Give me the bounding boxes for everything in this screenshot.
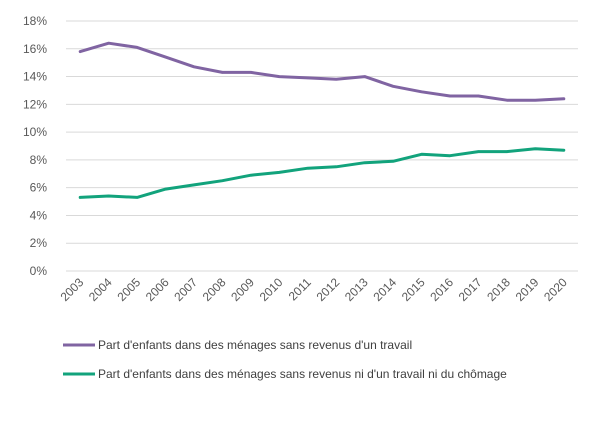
data-point	[448, 154, 452, 157]
data-point	[249, 173, 253, 177]
series-lines	[78, 41, 566, 199]
x-tick-label: 2010	[257, 275, 286, 304]
x-tick-label: 2012	[314, 275, 343, 304]
y-tick-label: 2%	[30, 236, 48, 250]
data-point	[278, 171, 281, 174]
data-point	[562, 148, 565, 152]
y-tick-label: 8%	[30, 153, 48, 167]
data-point	[306, 167, 309, 170]
x-axis-tick-labels: 2003 2004 2005 2006 2007 2008 2009 2010 2011 2012…	[58, 275, 571, 304]
data-point	[335, 78, 338, 81]
x-tick-label: 2020	[541, 275, 570, 304]
data-point	[562, 97, 565, 100]
data-point	[192, 183, 196, 187]
x-tick-label: 2008	[200, 275, 229, 304]
series-line-1	[78, 41, 566, 102]
x-tick-label: 2019	[513, 275, 542, 304]
data-point	[363, 161, 366, 164]
data-point	[192, 65, 196, 69]
series-line-2	[78, 147, 566, 199]
x-tick-label: 2003	[58, 275, 87, 304]
data-point	[477, 94, 480, 98]
data-point	[278, 75, 281, 78]
y-tick-label: 16%	[23, 42, 47, 56]
grid-lines	[66, 20, 578, 272]
data-point	[306, 76, 309, 80]
data-point	[391, 85, 395, 88]
data-point	[107, 194, 110, 198]
y-axis-tick-labels: 0% 2% 4% 6% 8% 10% 12% 14% 16% 18%	[23, 14, 47, 278]
data-point	[107, 42, 110, 45]
x-tick-label: 2005	[114, 275, 143, 304]
data-point	[363, 75, 366, 78]
data-point	[477, 150, 480, 153]
x-tick-label: 2009	[228, 275, 257, 304]
data-point	[79, 196, 82, 199]
data-point	[135, 46, 139, 49]
y-tick-label: 0%	[30, 264, 48, 278]
x-tick-label: 2017	[456, 275, 485, 304]
x-tick-label: 2006	[143, 275, 172, 304]
data-point	[420, 153, 423, 156]
y-tick-label: 18%	[23, 14, 47, 28]
y-tick-label: 10%	[23, 125, 47, 139]
x-tick-label: 2011	[286, 275, 314, 303]
legend-label-1: Part d'enfants dans des ménages sans rev…	[98, 338, 412, 352]
data-point	[420, 90, 423, 94]
y-tick-label: 12%	[23, 97, 47, 111]
data-point	[505, 98, 509, 102]
data-point	[448, 94, 452, 98]
data-point	[534, 98, 537, 102]
y-tick-label: 4%	[30, 208, 48, 222]
y-tick-label: 14%	[23, 70, 47, 84]
data-point	[335, 165, 338, 169]
data-point	[79, 50, 82, 53]
data-point	[391, 160, 395, 163]
x-tick-label: 2007	[171, 275, 200, 304]
x-tick-label: 2016	[427, 275, 456, 304]
x-tick-label: 2018	[484, 275, 513, 304]
x-tick-label: 2014	[370, 275, 399, 304]
data-point	[534, 147, 537, 150]
data-point	[135, 196, 139, 199]
legend: Part d'enfants dans des ménages sans rev…	[63, 338, 507, 381]
data-point	[249, 71, 253, 74]
data-point	[221, 179, 224, 182]
data-point	[164, 187, 167, 191]
x-tick-label: 2004	[86, 275, 115, 304]
data-point	[505, 150, 509, 153]
x-tick-label: 2015	[399, 275, 428, 304]
x-tick-label: 2013	[342, 275, 371, 304]
legend-label-2: Part d'enfants dans des ménages sans rev…	[98, 367, 507, 381]
y-tick-label: 6%	[30, 181, 48, 195]
data-point	[221, 71, 224, 74]
data-point	[164, 55, 167, 59]
